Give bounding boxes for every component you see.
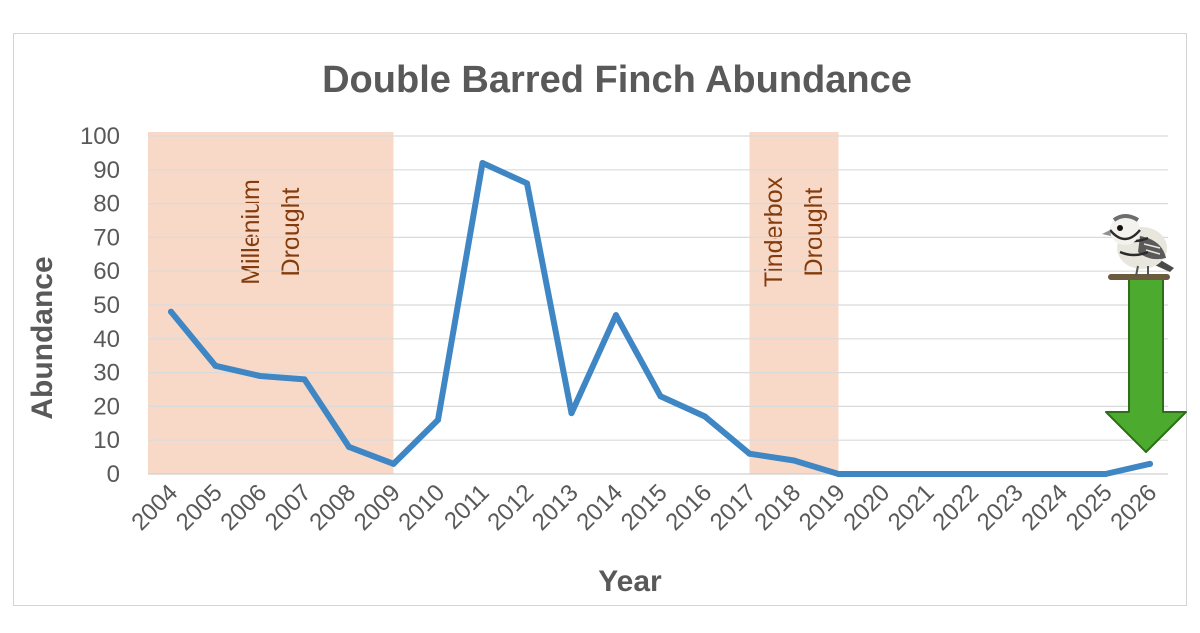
x-tick-label: 2006 bbox=[215, 479, 272, 536]
y-tick-label: 60 bbox=[93, 258, 120, 285]
data-point bbox=[835, 471, 842, 477]
data-point bbox=[390, 460, 397, 467]
y-axis-ticks: 0 10 20 30 40 50 60 70 80 90 100 bbox=[80, 123, 120, 488]
y-tick-label: 40 bbox=[93, 326, 120, 353]
data-point bbox=[657, 393, 664, 400]
data-point bbox=[346, 443, 352, 450]
data-point bbox=[168, 308, 174, 315]
data-point bbox=[257, 372, 263, 379]
data-point bbox=[435, 416, 441, 423]
bird-wing-spots bbox=[1143, 243, 1161, 255]
data-point bbox=[880, 471, 886, 477]
x-tick-label: 2021 bbox=[883, 479, 940, 536]
data-point bbox=[301, 376, 308, 383]
x-tick-label: 2018 bbox=[749, 479, 806, 536]
bird-leg bbox=[1135, 265, 1139, 277]
x-tick-label: 2004 bbox=[126, 479, 183, 536]
data-point bbox=[746, 450, 753, 457]
drought-band-label-line1: Tinderbox bbox=[760, 176, 788, 287]
x-tick-label: 2007 bbox=[260, 479, 317, 536]
y-axis-title: Abundance bbox=[26, 256, 59, 419]
data-point bbox=[924, 471, 931, 477]
arrow-shape bbox=[1105, 277, 1187, 453]
series-layer bbox=[168, 160, 1153, 477]
x-tick-label: 2012 bbox=[482, 479, 539, 536]
x-tick-label: 2020 bbox=[838, 479, 895, 536]
x-tick-label: 2015 bbox=[616, 479, 673, 536]
x-tick-label: 2025 bbox=[1061, 479, 1118, 536]
x-tick-label: 2011 bbox=[439, 479, 495, 535]
x-tick-label: 2017 bbox=[705, 479, 762, 536]
x-tick-label: 2005 bbox=[171, 479, 228, 536]
data-point bbox=[1013, 471, 1020, 477]
y-tick-label: 50 bbox=[93, 292, 120, 319]
bird-face-ring bbox=[1109, 229, 1141, 241]
x-tick-label: 2022 bbox=[927, 479, 984, 536]
x-tick-label: 2024 bbox=[1016, 479, 1073, 536]
data-point bbox=[568, 410, 575, 417]
x-axis-ticks: 2004200520062007200820092010201120122013… bbox=[126, 479, 1162, 536]
bird-bar-2 bbox=[1119, 250, 1149, 257]
x-axis-title: Year bbox=[598, 565, 662, 598]
perch bbox=[1108, 274, 1170, 280]
drought-band-1 bbox=[148, 132, 394, 474]
drought-band-label-line1: Millenium bbox=[237, 179, 265, 285]
drought-band-label-line2: Drought bbox=[277, 187, 305, 276]
bird-beak bbox=[1102, 230, 1111, 236]
chart-title: Double Barred Finch Abundance bbox=[322, 59, 912, 101]
y-tick-label: 10 bbox=[93, 427, 120, 454]
x-tick-label: 2019 bbox=[794, 479, 851, 536]
gridlines bbox=[148, 135, 1168, 475]
drought-bands: Millenium Drought Tinderbox Drought bbox=[148, 132, 839, 474]
drought-band-label-line2: Drought bbox=[800, 187, 828, 276]
data-point bbox=[479, 160, 486, 167]
y-tick-label: 90 bbox=[93, 157, 120, 184]
data-point bbox=[969, 471, 975, 477]
x-tick-label: 2014 bbox=[571, 479, 628, 536]
y-tick-label: 80 bbox=[93, 191, 120, 218]
data-point bbox=[702, 413, 708, 420]
drought-band-2 bbox=[749, 132, 839, 474]
data-point bbox=[1058, 471, 1064, 477]
decoration-layer bbox=[1102, 214, 1187, 453]
bird-eye bbox=[1117, 225, 1123, 231]
y-tick-label: 20 bbox=[93, 393, 120, 420]
y-tick-label: 100 bbox=[80, 123, 120, 150]
x-tick-label: 2026 bbox=[1105, 479, 1162, 536]
x-tick-label: 2008 bbox=[304, 479, 361, 536]
x-tick-label: 2013 bbox=[527, 479, 584, 536]
y-tick-label: 30 bbox=[93, 360, 120, 387]
double-barred-finch-icon bbox=[1102, 214, 1174, 280]
y-tick-label: 0 bbox=[107, 461, 120, 488]
data-point bbox=[1102, 471, 1109, 477]
x-tick-label: 2010 bbox=[393, 479, 450, 536]
x-tick-label: 2016 bbox=[660, 479, 717, 536]
data-point bbox=[613, 312, 619, 319]
data-point bbox=[1147, 460, 1153, 467]
data-point bbox=[791, 457, 797, 464]
x-tick-label: 2009 bbox=[349, 479, 406, 536]
x-tick-label: 2023 bbox=[972, 479, 1029, 536]
data-point bbox=[524, 180, 530, 187]
y-tick-label: 70 bbox=[93, 224, 120, 251]
data-point bbox=[212, 362, 219, 369]
bird-crown bbox=[1112, 214, 1140, 222]
down-arrow-icon bbox=[1105, 277, 1187, 453]
